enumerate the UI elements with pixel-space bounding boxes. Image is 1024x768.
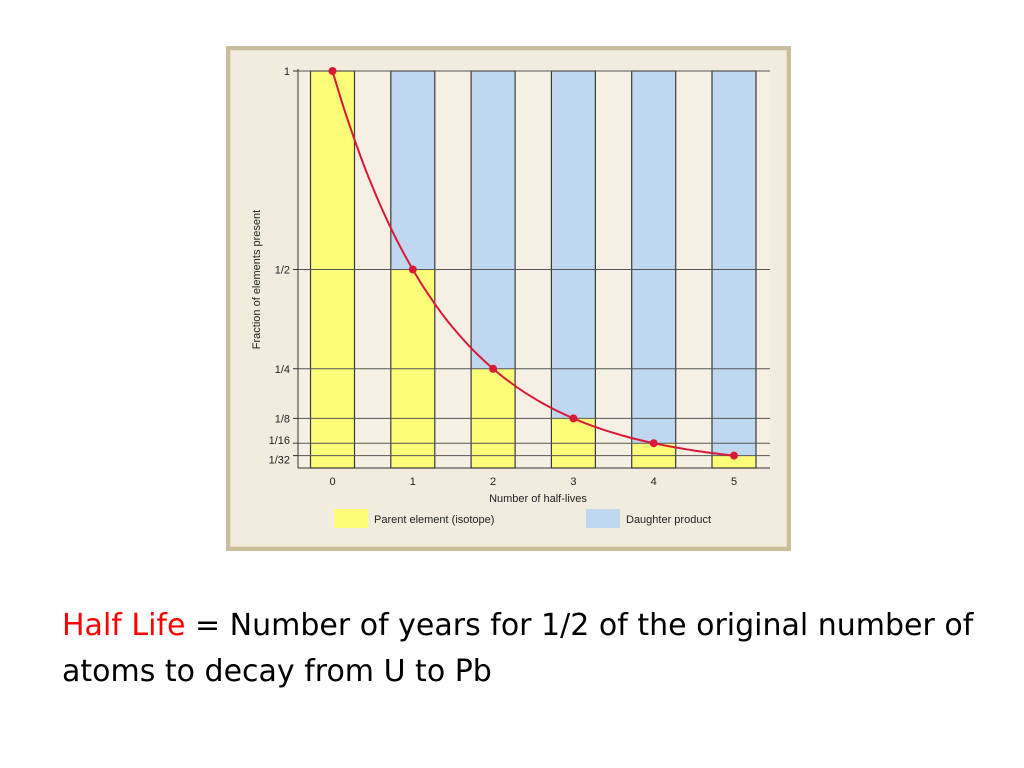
legend-swatch-daughter [586, 509, 620, 528]
curve-point-4 [649, 439, 658, 448]
y-tick-label: 1/16 [269, 435, 290, 447]
curve-point-1 [408, 265, 417, 274]
bar-daughter-3 [551, 71, 596, 419]
chart-svg: 1 1/2 1/4 1/8 1/16 1/32 0 1 2 3 4 5 Number of half-l… [251, 66, 770, 528]
legend-label-daughter: Daughter product [626, 514, 711, 526]
bar-daughter-1 [390, 71, 435, 270]
bar-daughter-5 [712, 71, 756, 456]
chart-figure: 1 1/2 1/4 1/8 1/16 1/32 0 1 2 3 4 5 Number of half-l… [226, 46, 791, 551]
curve-point-3 [569, 414, 578, 423]
x-tick-label: 3 [570, 476, 576, 488]
x-axis-title: Number of half-lives [489, 493, 587, 505]
y-tick-label: 1 [284, 66, 290, 78]
legend-label-parent: Parent element (isotope) [374, 514, 494, 526]
caption-term: Half Life [62, 608, 186, 643]
y-axis-title: Fraction of elements present [251, 210, 263, 349]
y-tick-label: 1/8 [275, 413, 290, 425]
x-tick-label: 1 [410, 476, 416, 488]
y-tick-label: 1/4 [275, 364, 290, 376]
curve-point-5 [730, 451, 738, 460]
x-tick-label: 5 [731, 476, 737, 488]
y-tick-label: 1/32 [269, 455, 290, 467]
bar-parent-5 [712, 455, 756, 468]
legend-swatch-parent [334, 509, 368, 528]
x-tick-label: 0 [329, 476, 335, 488]
decay-curve [331, 70, 735, 457]
curve-point-0 [328, 67, 337, 75]
caption-text: Half Life = Number of years for 1/2 of t… [62, 603, 992, 695]
bar-daughter-4 [631, 71, 676, 444]
caption-definition: = Number of years for 1/2 of the origina… [62, 608, 974, 689]
curve-point-2 [489, 364, 498, 373]
y-tick-label: 1/2 [275, 265, 290, 277]
x-tick-label: 4 [651, 476, 657, 488]
bar-daughter-2 [471, 71, 516, 369]
x-tick-label: 2 [490, 476, 496, 488]
